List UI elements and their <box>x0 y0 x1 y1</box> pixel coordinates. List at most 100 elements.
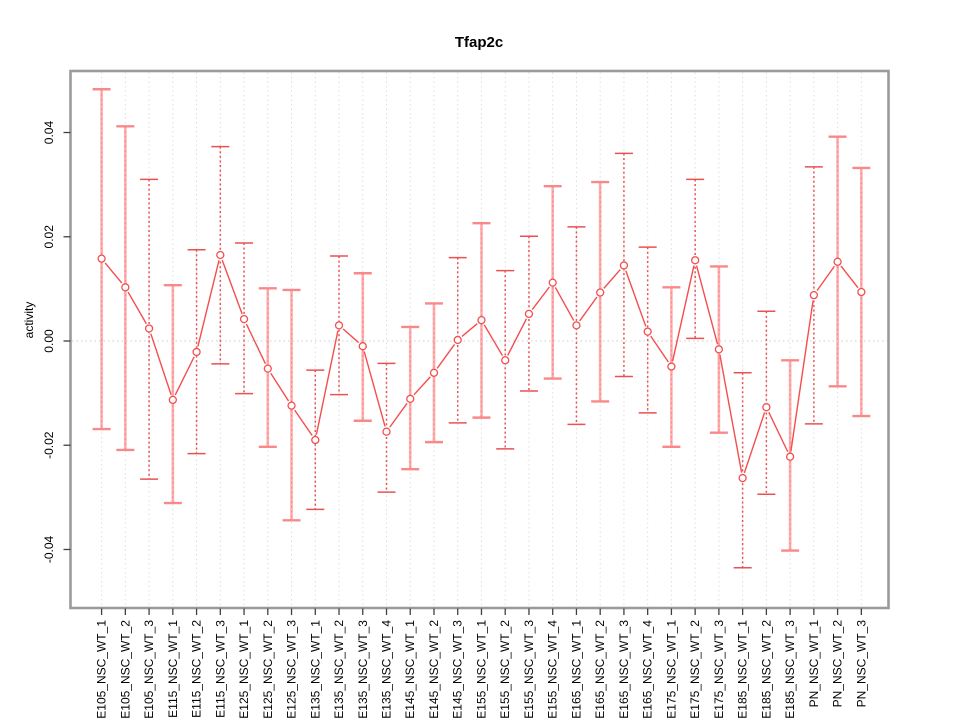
data-point <box>501 356 510 365</box>
series-segment <box>461 323 478 337</box>
x-tick-label: E175_NSC_WT_3 <box>712 620 726 719</box>
data-point <box>857 287 866 297</box>
series-segment <box>197 260 220 347</box>
axis-layer: 0.04 0.02 0.00 -0.02 -0.04 E105_NSC_WT_1 E105_… <box>42 121 868 719</box>
data-point <box>192 347 201 357</box>
data-point <box>667 362 676 371</box>
data-point <box>548 278 557 287</box>
series-segment <box>743 412 766 474</box>
x-tick-label: E115_NSC_WT_3 <box>213 620 227 718</box>
series-segment <box>294 409 313 436</box>
data-point <box>453 335 462 345</box>
data-point <box>168 395 177 405</box>
data-point <box>311 435 320 445</box>
data-point <box>833 257 842 266</box>
x-tick-label: E135_NSC_WT_3 <box>356 620 370 719</box>
x-tick-label: E175_NSC_WT_2 <box>688 620 702 719</box>
x-tick-label: E175_NSC_WT_1 <box>664 620 678 719</box>
x-tick-label: E165_NSC_WT_4 <box>641 620 655 719</box>
series-segment <box>790 300 814 452</box>
x-tick-label: E145_NSC_WT_2 <box>427 620 441 719</box>
data-point <box>524 309 534 319</box>
series-segment <box>650 335 669 363</box>
data-point <box>287 401 296 410</box>
series-segment <box>603 269 621 289</box>
data-point <box>121 283 130 292</box>
x-tick-label: E135_NSC_WT_1 <box>308 620 322 719</box>
series-segment <box>315 330 339 435</box>
series-segment <box>150 333 172 395</box>
series-segment <box>531 286 550 310</box>
series-segment <box>174 356 195 396</box>
data-point-layer <box>97 250 866 483</box>
series-segment <box>719 354 743 473</box>
x-tick-label: E155_NSC_WT_3 <box>522 620 536 719</box>
data-point <box>406 394 415 404</box>
series-segment <box>363 351 386 427</box>
data-point <box>738 473 747 483</box>
x-tick-label: E145_NSC_WT_3 <box>451 620 465 719</box>
data-point <box>596 288 605 297</box>
data-point <box>691 256 700 265</box>
x-tick-label: E185_NSC_WT_3 <box>783 620 797 719</box>
y-tick-label: -0.02 <box>42 431 56 459</box>
series-segment <box>695 265 719 345</box>
data-point <box>144 324 154 333</box>
data-point <box>785 452 795 461</box>
x-tick-label: E105_NSC_WT_2 <box>118 620 132 719</box>
data-point <box>714 345 724 354</box>
y-axis-label: activity <box>22 302 36 339</box>
data-point <box>429 368 439 377</box>
x-tick-label: E155_NSC_WT_4 <box>546 620 560 719</box>
plot-frame-layer <box>69 69 890 610</box>
data-point <box>239 314 249 324</box>
data-point <box>263 364 272 373</box>
series-segment <box>221 259 243 315</box>
y-tick-label: 0.04 <box>42 121 56 145</box>
series-segment <box>127 291 147 325</box>
series-segment <box>483 324 504 356</box>
series-segment <box>270 372 290 402</box>
x-tick-label: E115_NSC_WT_2 <box>190 620 204 718</box>
gridline-layer <box>72 72 887 607</box>
data-point <box>382 427 391 436</box>
x-tick-label: E105_NSC_WT_3 <box>142 620 156 719</box>
data-point <box>358 342 367 351</box>
x-tick-label: PN_NSC_WT_3 <box>854 620 868 708</box>
x-tick-label: E165_NSC_WT_2 <box>593 620 607 719</box>
y-tick-label: 0.00 <box>42 329 56 353</box>
series-segment <box>768 411 789 453</box>
data-point <box>477 316 486 325</box>
x-tick-label: PN_NSC_WT_2 <box>831 620 845 708</box>
series-segment <box>840 265 859 289</box>
x-tick-label: E185_NSC_WT_1 <box>736 620 750 719</box>
series-line-layer <box>104 259 859 474</box>
series-segment <box>245 323 267 364</box>
plot-border <box>69 69 890 610</box>
series-segment <box>625 270 647 327</box>
data-point <box>97 254 106 263</box>
x-tick-label: E165_NSC_WT_3 <box>617 620 631 719</box>
chart-title: Tfap2c <box>455 34 503 51</box>
series-segment <box>413 376 431 396</box>
x-tick-label: E145_NSC_WT_1 <box>403 620 417 719</box>
x-tick-label: E165_NSC_WT_1 <box>569 620 583 719</box>
x-tick-label: E135_NSC_WT_4 <box>380 620 394 719</box>
series-segment <box>671 265 695 362</box>
series-segment <box>507 318 528 356</box>
data-point <box>216 250 225 260</box>
data-point <box>619 261 629 270</box>
x-tick-label: E155_NSC_WT_2 <box>498 620 512 719</box>
data-point <box>809 290 819 300</box>
series-segment <box>554 287 575 321</box>
series-segment <box>579 296 598 322</box>
series-segment <box>816 265 835 292</box>
data-point <box>762 403 771 412</box>
x-tick-label: PN_NSC_WT_1 <box>807 620 821 708</box>
x-tick-label: E115_NSC_WT_1 <box>166 620 180 718</box>
data-point <box>572 321 581 330</box>
series-segment <box>389 402 408 428</box>
series-segment <box>104 262 123 284</box>
